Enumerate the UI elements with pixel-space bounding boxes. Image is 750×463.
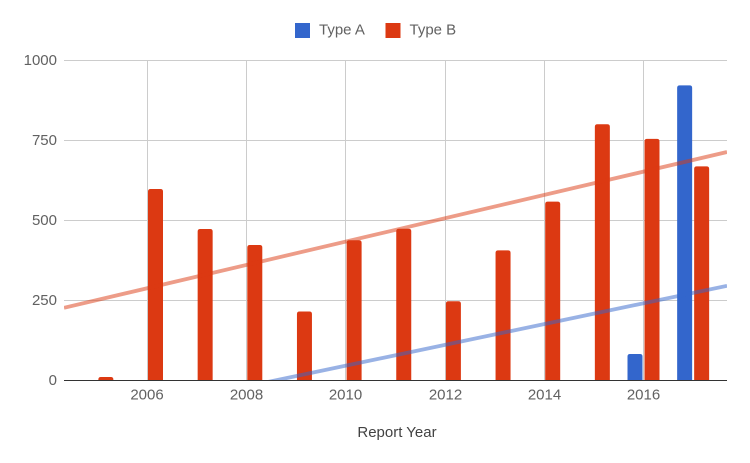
svg-text:2014: 2014 [528,387,561,404]
svg-text:2012: 2012 [429,387,462,404]
svg-text:1000: 1000 [24,52,57,69]
svg-text:2008: 2008 [230,387,263,404]
svg-text:Type A: Type A [319,22,365,39]
svg-text:2016: 2016 [627,387,660,404]
svg-text:Report Year: Report Year [357,424,436,441]
svg-text:Type B: Type B [410,22,457,39]
svg-text:2010: 2010 [329,387,362,404]
svg-text:250: 250 [32,292,57,309]
svg-text:2006: 2006 [130,387,163,404]
svg-text:750: 750 [32,132,57,149]
svg-text:500: 500 [32,212,57,229]
svg-text:0: 0 [49,372,57,389]
